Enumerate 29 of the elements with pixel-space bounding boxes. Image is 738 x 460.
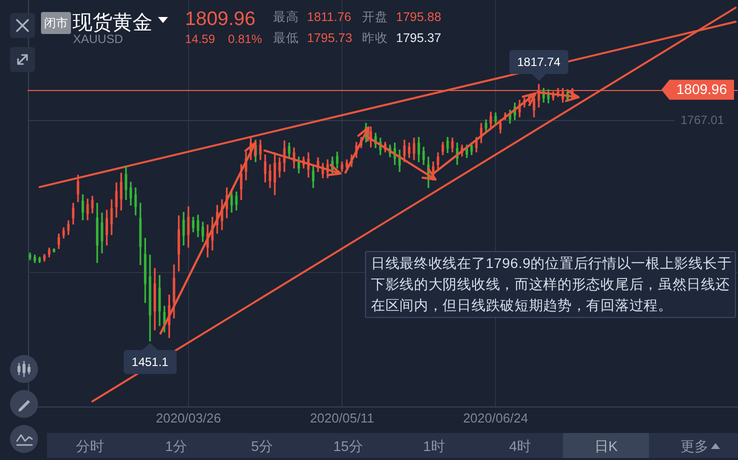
text: XAUUSD xyxy=(73,32,124,46)
annotation: 1809.96 xyxy=(185,8,256,30)
annotation: 闭市 xyxy=(41,12,71,34)
text: 分时 xyxy=(76,438,104,454)
text: 1分 xyxy=(165,438,187,454)
annotation: 1451.1 xyxy=(124,350,176,374)
annotation: 1795.73 xyxy=(307,31,352,46)
text: 4时 xyxy=(509,438,531,454)
text: 15分 xyxy=(333,438,363,454)
annotation: 1795.88 xyxy=(396,10,442,24)
annotation: 1795.37 xyxy=(396,31,442,46)
annotation: 开盘 xyxy=(362,10,388,24)
x-tick-label: 2020/05/11 xyxy=(310,410,374,426)
x-tick-label: 2020/06/24 xyxy=(463,410,528,426)
ref-line-label: 1767.01 xyxy=(680,113,724,128)
annotation: 昨收 xyxy=(362,31,388,46)
ref-line-label: 1809.96 xyxy=(676,81,728,98)
text: 1时 xyxy=(423,438,445,454)
annotation: 1817.74 xyxy=(509,50,568,74)
text: 5分 xyxy=(251,438,273,454)
annotation: 最高 xyxy=(273,10,299,24)
text: 更多 xyxy=(680,438,708,454)
annotation: 0.81% xyxy=(228,32,262,46)
annotation: 1811.76 xyxy=(307,10,352,24)
annotation: 14.59 xyxy=(185,32,216,46)
annotation: 最低 xyxy=(273,31,299,46)
text: 日K xyxy=(594,438,618,454)
x-tick-label: 2020/03/26 xyxy=(156,410,221,426)
text: 现货黄金 xyxy=(72,12,153,34)
